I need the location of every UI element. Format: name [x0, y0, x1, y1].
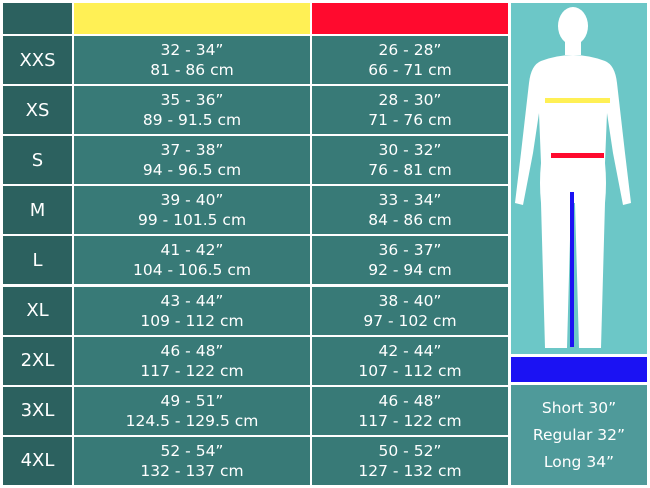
size-label: S: [31, 149, 44, 171]
waist-inches: 30 - 32”: [378, 141, 442, 160]
waist-cm: 127 - 132 cm: [358, 461, 462, 480]
waist-cm: 97 - 102 cm: [363, 311, 457, 330]
size-label: 4XL: [20, 450, 55, 472]
chest-inches: 35 - 36”: [160, 91, 224, 110]
waist-cm: 76 - 81 cm: [368, 161, 452, 180]
waist-cm: 71 - 76 cm: [368, 111, 452, 130]
chest-cm: 117 - 122 cm: [140, 361, 244, 380]
size-label-cell: L: [3, 236, 72, 285]
chest-inches: 43 - 44”: [160, 291, 224, 310]
chest-cm: 104 - 106.5 cm: [133, 261, 251, 280]
chest-cm: 99 - 101.5 cm: [137, 211, 247, 230]
size-label-cell: 3XL: [3, 386, 72, 435]
chest-inches: 41 - 42”: [160, 241, 224, 260]
inseam-color-bar: [511, 357, 647, 382]
size-label: L: [32, 249, 43, 271]
inseam-long: Long 34”: [543, 452, 615, 471]
chest-inches: 49 - 51”: [160, 391, 224, 410]
chest-cm: 89 - 91.5 cm: [142, 111, 242, 130]
chest-inches: 46 - 48”: [160, 341, 224, 360]
body-figure: [511, 3, 647, 354]
inseam-measure-line: [570, 192, 574, 347]
chest-cm: 94 - 96.5 cm: [142, 161, 242, 180]
chest-cell: 49 - 51” 124.5 - 129.5 cm: [74, 386, 310, 435]
waist-cm: 107 - 112 cm: [358, 361, 462, 380]
waist-cell: 30 - 32” 76 - 81 cm: [312, 136, 508, 185]
chest-measure-line: [545, 98, 610, 103]
waist-inches: 42 - 44”: [378, 341, 442, 360]
chest-cm: 109 - 112 cm: [140, 311, 244, 330]
waist-cm: 92 - 94 cm: [368, 261, 452, 280]
size-label: XL: [26, 300, 49, 321]
inseam-short: Short 30”: [541, 398, 617, 417]
waist-cell: 33 - 34” 84 - 86 cm: [312, 186, 508, 235]
waist-cm: 66 - 71 cm: [368, 61, 452, 79]
size-label-cell: S: [3, 136, 72, 185]
waist-cell: 42 - 44” 107 - 112 cm: [312, 336, 508, 385]
header-corner: [3, 3, 72, 34]
waist-inches: 46 - 48”: [378, 391, 442, 410]
waist-inches: 38 - 40”: [378, 291, 442, 310]
size-label: M: [29, 199, 46, 221]
chest-cell: 43 - 44” 109 - 112 cm: [74, 286, 310, 335]
chest-header-swatch: [74, 3, 310, 34]
chest-cell: 35 - 36” 89 - 91.5 cm: [74, 86, 310, 135]
size-label: XS: [25, 99, 50, 121]
size-label-cell: 4XL: [3, 436, 72, 485]
waist-cm: 117 - 122 cm: [358, 411, 462, 430]
chest-inches: 32 - 34”: [160, 41, 224, 59]
chest-cell: 39 - 40” 99 - 101.5 cm: [74, 186, 310, 235]
waist-cm: 84 - 86 cm: [368, 211, 452, 230]
waist-measure-line: [551, 153, 604, 158]
size-label-cell: 2XL: [3, 336, 72, 385]
chest-cell: 52 - 54” 132 - 137 cm: [74, 436, 310, 485]
size-label-cell: XXS: [3, 36, 72, 84]
chest-cell: 37 - 38” 94 - 96.5 cm: [74, 136, 310, 185]
inseam-lengths: Short 30” Regular 32” Long 34”: [511, 385, 647, 485]
chest-inches: 37 - 38”: [160, 141, 224, 160]
chest-cm: 132 - 137 cm: [140, 461, 244, 480]
size-label-cell: XS: [3, 86, 72, 135]
waist-inches: 26 - 28”: [378, 41, 442, 59]
body-silhouette-icon: [515, 7, 631, 348]
chest-cm: 124.5 - 129.5 cm: [125, 411, 259, 430]
size-label-cell: M: [3, 186, 72, 235]
waist-cell: 50 - 52” 127 - 132 cm: [312, 436, 508, 485]
waist-cell: 38 - 40” 97 - 102 cm: [312, 286, 508, 335]
inseam-regular: Regular 32”: [532, 425, 626, 444]
waist-cell: 28 - 30” 71 - 76 cm: [312, 86, 508, 135]
size-label: XXS: [19, 49, 56, 71]
size-label: 3XL: [20, 400, 55, 422]
chest-cell: 41 - 42” 104 - 106.5 cm: [74, 236, 310, 285]
waist-cell: 46 - 48” 117 - 122 cm: [312, 386, 508, 435]
waist-cell: 26 - 28” 66 - 71 cm: [312, 36, 508, 84]
chest-cell: 46 - 48” 117 - 122 cm: [74, 336, 310, 385]
chest-cell: 32 - 34” 81 - 86 cm: [74, 36, 310, 84]
size-label-cell: XL: [3, 286, 72, 335]
waist-inches: 33 - 34”: [378, 191, 442, 210]
waist-inches: 50 - 52”: [378, 441, 442, 460]
waist-cell: 36 - 37” 92 - 94 cm: [312, 236, 508, 285]
chest-inches: 52 - 54”: [160, 441, 224, 460]
waist-header-swatch: [312, 3, 508, 34]
size-label: 2XL: [20, 350, 55, 372]
chest-inches: 39 - 40”: [160, 191, 224, 210]
chest-cm: 81 - 86 cm: [150, 61, 234, 79]
waist-inches: 28 - 30”: [378, 91, 442, 110]
waist-inches: 36 - 37”: [378, 241, 442, 260]
